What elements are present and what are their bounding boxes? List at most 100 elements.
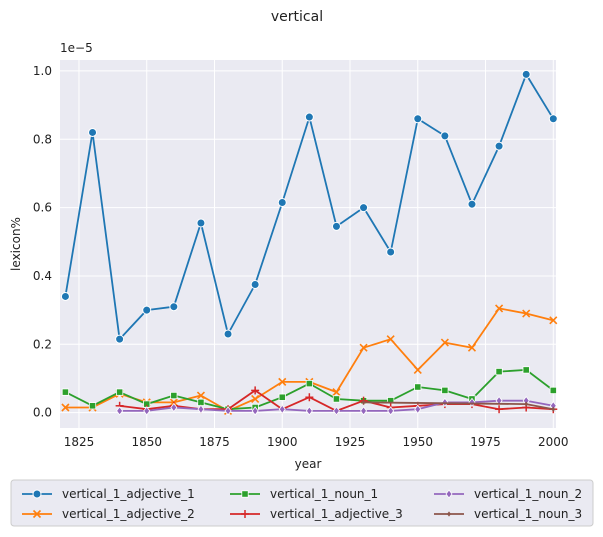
data-point [521,69,531,79]
y-tick-label: 0.4 [33,269,52,283]
data-point [413,114,423,124]
legend-item: vertical_1_adjective_1 [22,487,195,501]
x-tick-labels: 1825 1850 1875 1900 1925 1950 1975 2000 [64,435,569,449]
legend: vertical_1_adjective_1 vertical_1_adjecti… [10,479,594,527]
legend-marker [241,510,249,518]
data-point [524,401,529,407]
data-point [115,334,125,344]
x-tick-label: 1900 [267,435,298,449]
data-point-stroke [522,309,531,318]
data-point-stroke [495,304,504,313]
data-point [305,379,313,388]
data-point [304,112,314,122]
data-point [88,402,97,410]
data-point [386,247,396,257]
data-point [143,406,151,416]
data-point [551,406,556,412]
legend-marker-stroke [32,509,42,519]
data-point [116,388,124,396]
data-point [359,343,368,352]
legend-label: vertical_1_adjective_1 [62,487,195,501]
data-point [278,404,286,414]
data-point [441,386,449,395]
legend-item: vertical_1_noun_3 [434,507,582,521]
legend-item: vertical_1_adjective_3 [230,507,403,521]
data-point [170,402,178,413]
data-point [549,316,558,325]
series-layer [60,69,558,416]
legend-marker [447,511,451,517]
data-point-stroke [549,316,558,325]
y-tick-label: 0.2 [33,337,52,351]
data-point [494,141,504,151]
legend-label: vertical_1_noun_3 [474,507,582,521]
x-tick-label: 1925 [335,435,366,449]
data-point-stroke [359,343,368,352]
data-point [169,302,179,312]
data-point-stroke [332,388,341,397]
data-point [88,127,98,137]
x-axis-label: year [295,457,322,471]
data-point [386,335,395,344]
data-point [61,388,70,396]
legend-item: vertical_1_noun_1 [230,487,378,501]
data-point [332,388,341,397]
data-point-stroke [251,394,260,404]
data-point [467,199,477,209]
y-tick-label: 0.0 [33,406,52,420]
x-tick-label: 2000 [538,435,569,449]
y-tick-label: 0.8 [33,132,52,146]
data-point [305,406,313,416]
data-point [196,218,206,228]
data-point [522,366,530,374]
data-point [495,405,504,414]
x-tick-label: 1975 [470,435,501,449]
data-point [305,393,314,402]
data-point [116,406,124,416]
data-point [60,291,70,301]
legend-marker [32,489,42,499]
data-point [196,391,206,400]
data-point [361,399,366,405]
data-point-stroke [413,365,422,374]
data-point-stroke [196,391,206,400]
legend-item: vertical_1_noun_2 [434,487,582,501]
y-tick-label: 0.6 [33,201,52,215]
data-point-stroke [440,338,449,347]
data-point [495,304,504,313]
y-axis-label: lexicon% [9,217,23,271]
data-point [197,404,205,414]
data-point [414,383,422,391]
x-tick-label: 1875 [199,435,230,449]
data-point-stroke [61,403,70,412]
data-point [414,404,422,414]
data-point [467,343,477,352]
legend-label: vertical_1_adjective_3 [270,507,403,521]
data-point [359,203,369,213]
data-point [278,377,287,386]
data-point [142,305,152,315]
x-tick-label: 1850 [131,435,162,449]
data-point [251,394,260,404]
legend-items: vertical_1_adjective_1 vertical_1_adjecti… [22,487,582,521]
y-multiplier: 1e−5 [60,41,93,55]
data-point [360,406,368,416]
data-point-stroke [467,343,477,352]
data-point [332,406,340,416]
data-point [250,279,260,289]
data-point [224,406,232,416]
data-point [413,365,422,374]
data-point [332,395,341,403]
series-vertical_1_noun_2 [116,395,557,416]
data-point [251,386,260,395]
legend-marker [241,490,249,498]
data-point [387,406,395,416]
legend-item: vertical_1_adjective_2 [22,507,195,521]
data-point [223,329,233,339]
data-point [548,114,558,124]
x-tick-label: 1825 [64,435,95,449]
data-point [251,406,259,416]
series-vertical_1_noun_3 [361,399,556,412]
data-point [440,338,449,347]
